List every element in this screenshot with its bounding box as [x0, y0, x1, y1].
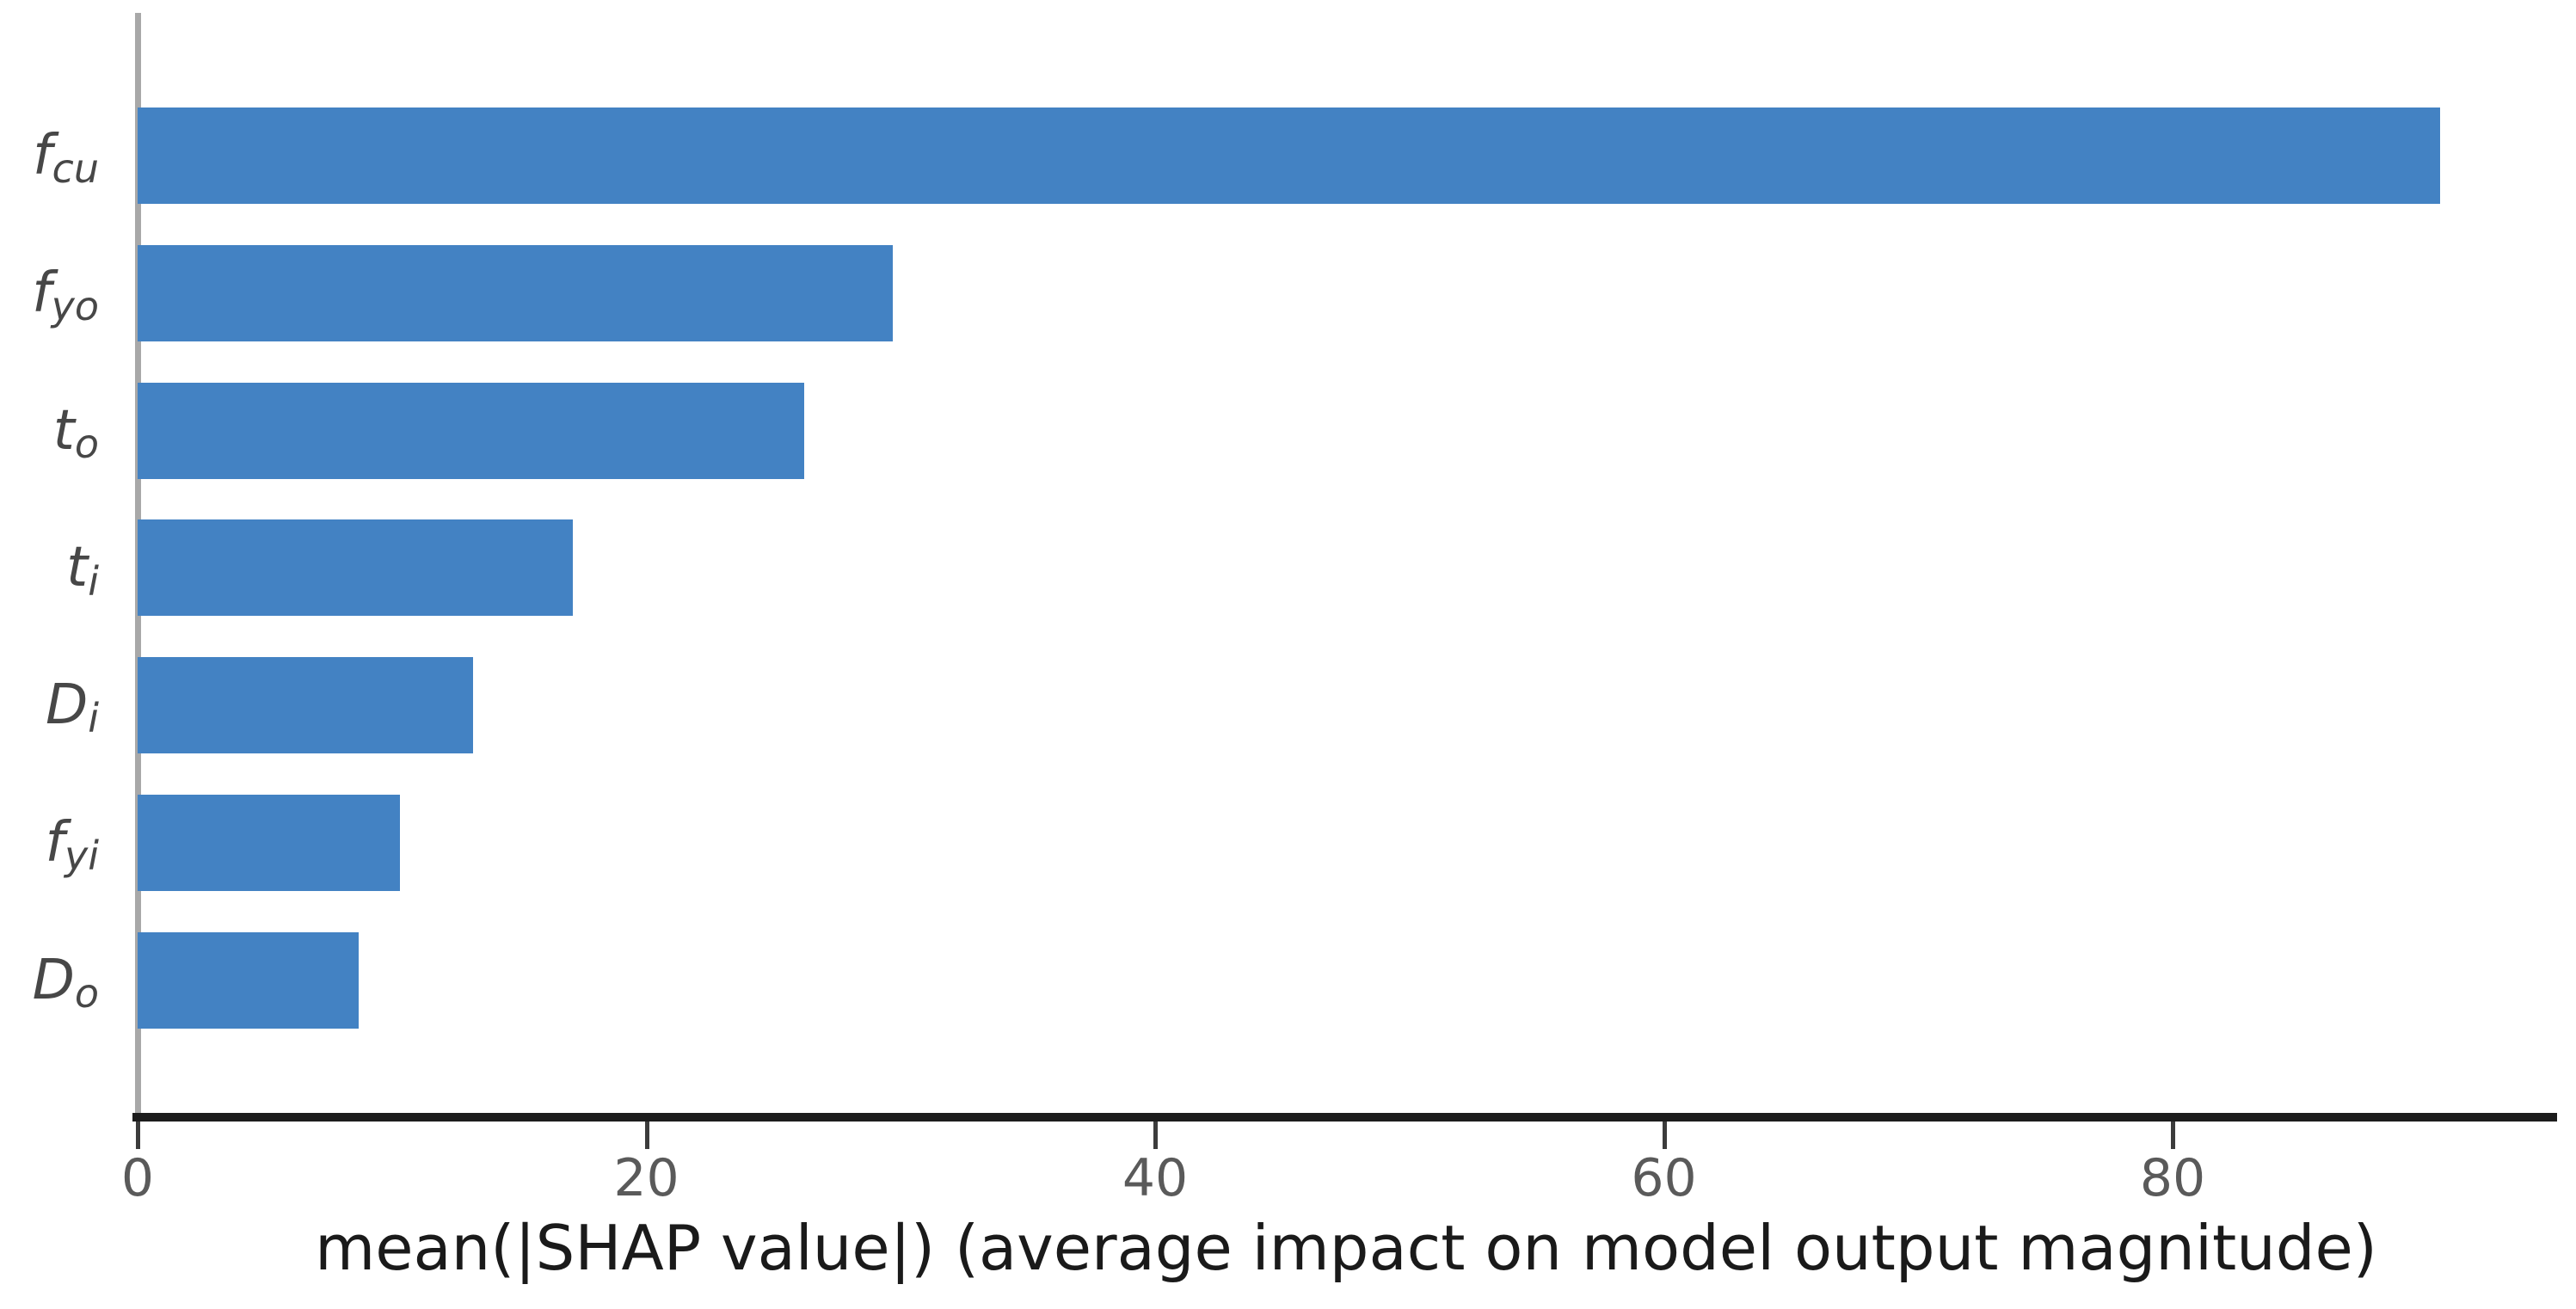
- x-tick-mark-60: [1662, 1122, 1667, 1149]
- y-label-subscript: o: [74, 420, 99, 467]
- y-label-subscript: yo: [51, 282, 99, 329]
- y-label-base: D: [32, 948, 75, 1012]
- y-label-base: t: [66, 536, 89, 600]
- x-tick-mark-40: [1153, 1122, 1158, 1149]
- bar-f_cu: [138, 108, 2440, 204]
- y-label-subscript: yi: [64, 833, 99, 880]
- x-tick-label-60: 60: [1631, 1148, 1697, 1208]
- x-tick-mark-80: [2171, 1122, 2175, 1149]
- y-label-base: f: [33, 124, 52, 187]
- x-tick-mark-20: [644, 1122, 649, 1149]
- y-tick-label-D_o: Do: [33, 953, 99, 1013]
- y-label-base: f: [45, 811, 65, 876]
- y-label-subscript: i: [88, 557, 99, 605]
- y-tick-label-f_cu: fcu: [33, 128, 99, 188]
- y-tick-label-t_i: ti: [66, 540, 99, 600]
- y-label-base: t: [52, 398, 75, 463]
- bar-t_i: [138, 519, 573, 617]
- y-label-subscript: o: [74, 970, 99, 1017]
- y-label-base: f: [32, 261, 52, 325]
- x-axis-label: mean(|SHAP value|) (average impact on mo…: [315, 1212, 2377, 1284]
- x-axis-line: [132, 1113, 2557, 1122]
- bar-D_i: [138, 657, 474, 754]
- bar-D_o: [138, 931, 360, 1029]
- bar-f_yi: [138, 795, 400, 892]
- y-tick-label-t_o: to: [53, 403, 99, 464]
- bar-f_yo: [138, 244, 894, 341]
- x-tick-label-40: 40: [1122, 1148, 1189, 1208]
- y-label-base: D: [45, 673, 89, 738]
- y-label-subscript: i: [88, 695, 99, 742]
- y-tick-label-D_i: Di: [46, 678, 99, 738]
- y-label-subscript: cu: [52, 145, 99, 193]
- x-tick-label-80: 80: [2139, 1148, 2206, 1208]
- y-tick-label-f_yo: fyo: [32, 266, 99, 326]
- x-tick-label-0: 0: [120, 1148, 155, 1208]
- bar-t_o: [138, 382, 804, 479]
- y-tick-label-f_yi: fyi: [45, 815, 99, 876]
- x-tick-mark-0: [136, 1122, 140, 1149]
- x-tick-label-20: 20: [613, 1148, 679, 1208]
